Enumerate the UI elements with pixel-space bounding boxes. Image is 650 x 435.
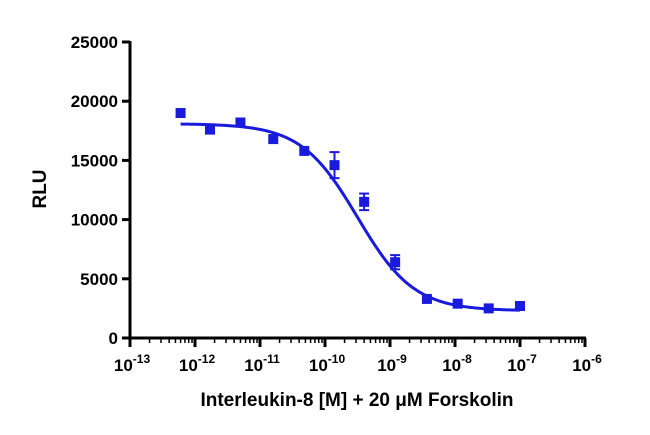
data-point — [175, 108, 186, 119]
y-tick-label: 5000 — [80, 270, 118, 289]
data-point — [359, 196, 370, 207]
data-point — [515, 301, 525, 312]
x-tick-label: 10-8 — [442, 352, 472, 375]
data-point — [390, 257, 401, 268]
x-tick-label: 10-9 — [377, 352, 407, 375]
x-axis-title: Interleukin-8 [M] + 20 μM Forskolin — [200, 390, 513, 411]
data-point — [235, 117, 246, 128]
data-point — [204, 124, 215, 135]
y-tick-label: 25000 — [71, 33, 118, 52]
y-tick-label: 15000 — [71, 151, 118, 170]
data-point — [268, 134, 279, 145]
data-point — [452, 298, 463, 309]
data-point — [421, 293, 432, 304]
data-point — [299, 145, 310, 156]
x-tick-label: 10-6 — [572, 352, 602, 375]
data-points-layer — [175, 108, 525, 314]
x-tick-label: 10-10 — [309, 352, 346, 375]
y-tick-label: 10000 — [71, 211, 118, 230]
y-axis-title: RLU — [30, 169, 51, 208]
x-tick-label: 10-13 — [114, 352, 151, 375]
axes: 0 5000 10000 15000 20000 25000 10-13 10-12 10-11… — [71, 33, 602, 375]
fit-curve-layer — [180, 122, 521, 312]
fit-curve — [180, 122, 521, 312]
x-tick-label: 10-11 — [244, 352, 280, 375]
x-tick-label: 10-7 — [507, 352, 537, 375]
y-tick-label: 20000 — [71, 92, 118, 111]
x-tick-label: 10-12 — [179, 352, 216, 375]
y-tick-label: 0 — [109, 329, 118, 348]
data-point — [329, 160, 340, 171]
data-point — [483, 303, 494, 314]
